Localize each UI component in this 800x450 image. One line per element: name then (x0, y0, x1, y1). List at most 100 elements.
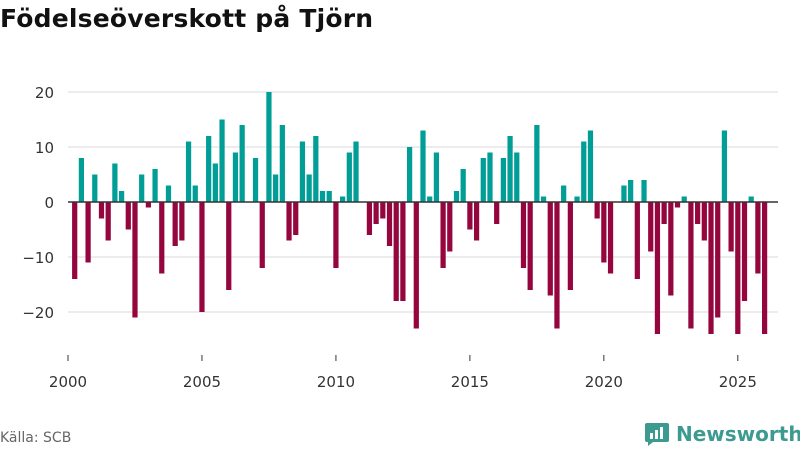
x-tick-label: 2020 (585, 373, 623, 391)
bar (105, 202, 111, 241)
bar (319, 191, 326, 202)
bar (333, 202, 339, 268)
bar (139, 174, 145, 202)
bars (72, 92, 768, 334)
bar (708, 202, 714, 334)
bar (594, 202, 600, 219)
y-tick-label: 10 (35, 139, 54, 157)
bar (273, 174, 279, 202)
bar (755, 202, 761, 274)
bar (567, 202, 573, 290)
bar (561, 185, 567, 202)
bar (654, 202, 661, 334)
bar (145, 202, 151, 208)
y-tick-label: 20 (35, 84, 54, 102)
bar (534, 125, 540, 202)
bar (413, 202, 419, 329)
y-tick-label: 0 (44, 194, 54, 212)
x-tick-label: 2025 (719, 373, 757, 391)
bar (353, 141, 359, 202)
newsworthy-logo-icon (645, 423, 669, 446)
bar (366, 202, 373, 235)
bar (695, 202, 701, 224)
bar (192, 185, 198, 202)
bar (132, 202, 138, 318)
bar (266, 92, 272, 202)
bar (735, 202, 741, 334)
bar (239, 125, 245, 202)
x-tick-label: 2000 (49, 373, 87, 391)
bar (668, 202, 674, 296)
bar (453, 191, 460, 202)
bar (473, 202, 480, 241)
bar (279, 125, 285, 202)
x-tick-label: 2010 (317, 373, 355, 391)
bar (85, 202, 91, 263)
bar (118, 191, 125, 202)
bar (621, 185, 627, 202)
bar (206, 136, 212, 202)
bar (427, 196, 433, 202)
bar (72, 202, 78, 279)
bar (232, 152, 239, 202)
bar (252, 158, 259, 202)
bar (185, 141, 192, 202)
bar (179, 202, 185, 241)
bar (681, 196, 687, 202)
bar (326, 191, 332, 202)
source-note: Källa: SCB (0, 430, 72, 446)
brand-name: Newsworthy (676, 422, 800, 446)
bar (467, 202, 473, 230)
bar (346, 152, 352, 202)
bar (581, 141, 587, 202)
bar (125, 202, 131, 230)
bar (165, 185, 172, 202)
bar (674, 202, 681, 208)
bar (393, 202, 399, 301)
bar (259, 202, 265, 268)
bar (540, 196, 547, 202)
bar (286, 202, 292, 241)
bar (226, 202, 232, 290)
bar (172, 202, 178, 246)
bar (447, 202, 453, 252)
bar (648, 202, 654, 252)
bar (628, 180, 634, 202)
newsworthy-logo: Newsworthy (644, 421, 800, 447)
bar (306, 174, 312, 202)
bar (507, 136, 513, 202)
bar (420, 130, 426, 202)
bar (112, 163, 118, 202)
bar (373, 202, 379, 224)
bar (661, 202, 667, 224)
bar (92, 174, 98, 202)
bar (152, 169, 158, 202)
bar (219, 119, 225, 202)
bar (715, 202, 721, 318)
bar (741, 202, 748, 301)
bar (299, 141, 306, 202)
chart-title: Födelseöverskott på Tjörn (0, 4, 374, 33)
bar (607, 202, 614, 274)
bar (641, 180, 647, 202)
bar (480, 158, 486, 202)
y-tick-label: −10 (22, 249, 54, 267)
bar (634, 202, 640, 279)
bar (433, 152, 440, 202)
bar (159, 202, 165, 274)
bar (701, 202, 707, 241)
bar (554, 202, 560, 329)
bar (487, 152, 493, 202)
bar (313, 136, 319, 202)
bar (340, 196, 346, 202)
bar (400, 202, 406, 301)
bar (460, 169, 466, 202)
bar (748, 196, 754, 202)
bar (199, 202, 205, 312)
bar (601, 202, 607, 263)
bar (500, 158, 506, 202)
bar (761, 202, 768, 334)
bar (406, 147, 413, 202)
bar (386, 202, 393, 246)
